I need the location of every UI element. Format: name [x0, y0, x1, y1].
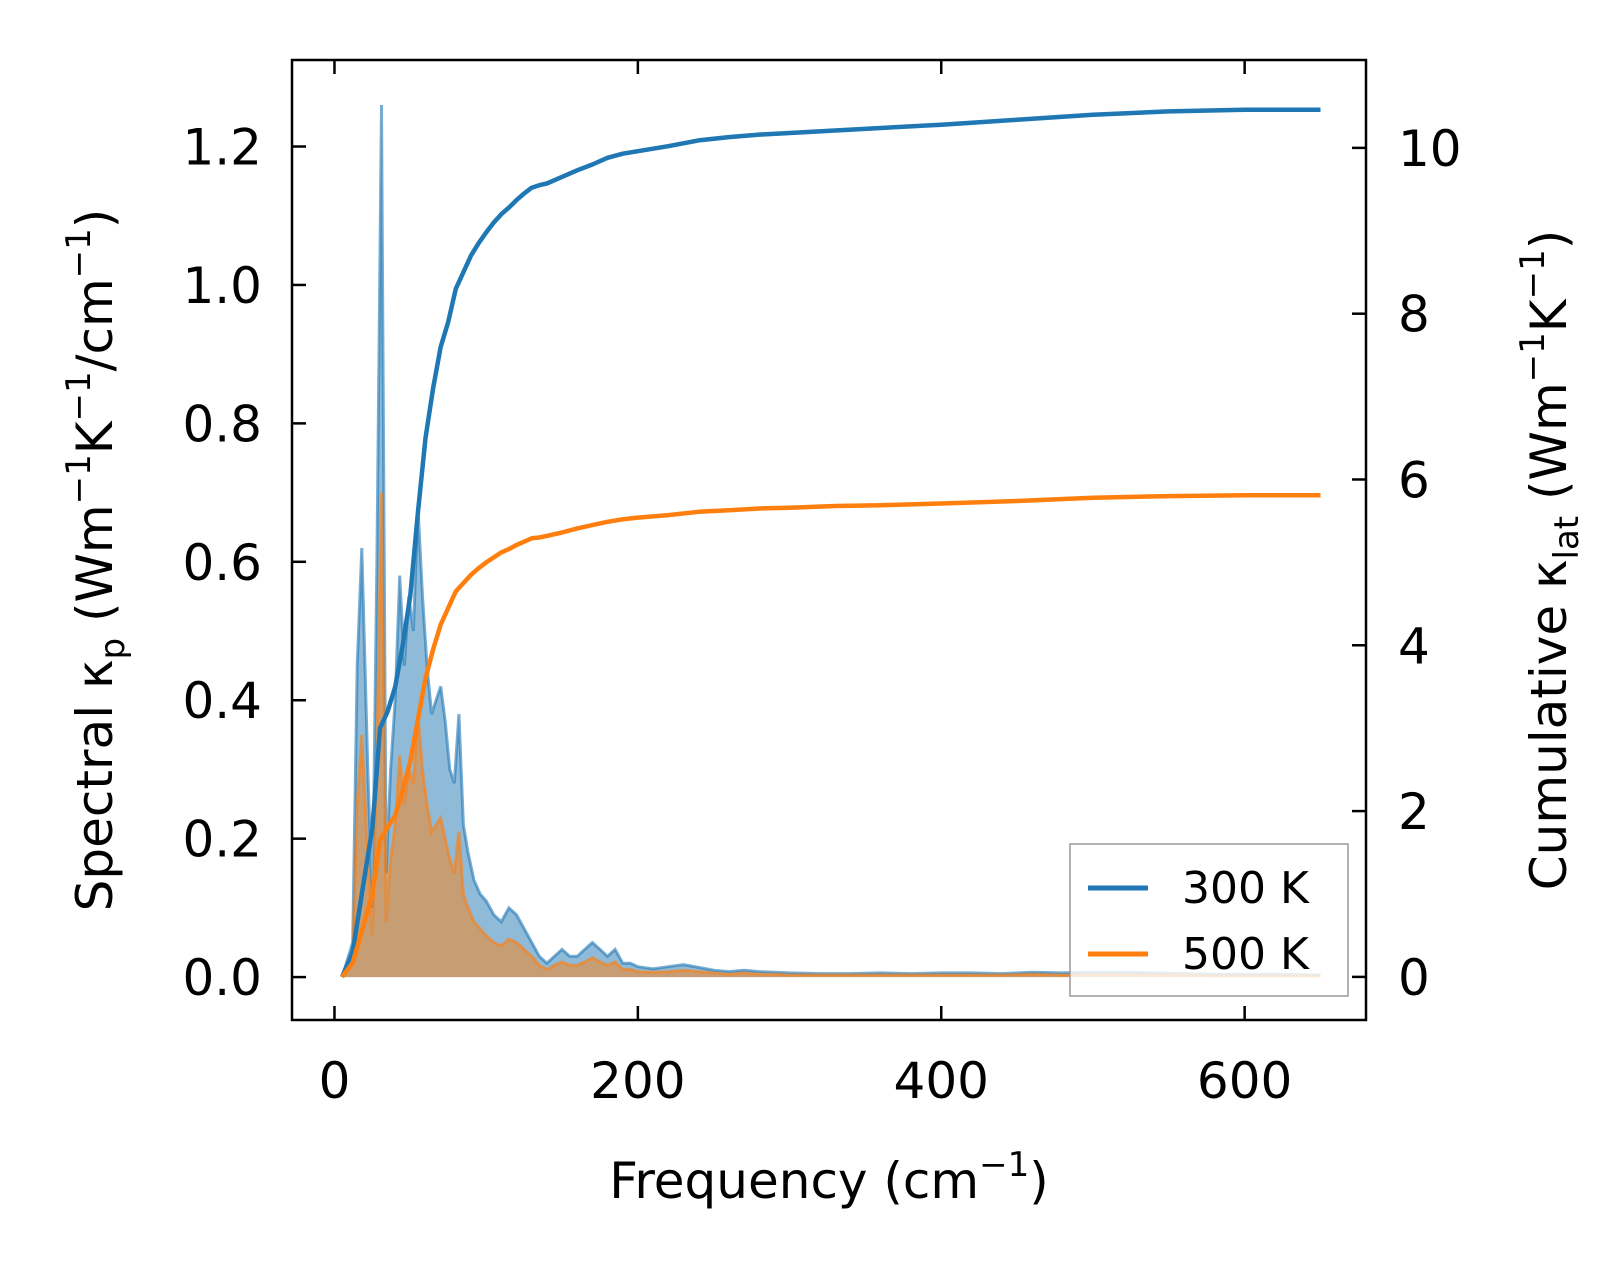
y-tick-label-left: 0.8 [182, 395, 262, 453]
y-tick-label-left: 1.2 [182, 119, 262, 177]
y-axis-label-left: Spectral κp (Wm−1K−1/cm−1) [59, 209, 133, 912]
y-tick-label-left: 0.6 [182, 534, 262, 592]
legend: 300 K 500 K [1069, 843, 1349, 997]
spectral-fill-500k [342, 492, 1321, 978]
plot-frame [290, 58, 1368, 1022]
cumulative-line-300k [340, 107, 1321, 978]
legend-label-500k: 500 K [1182, 929, 1310, 980]
axis-ticks: 0 200 400 600 0.0 0.2 0.4 0.6 0.8 1.0 1.2 0 2 4 6 8 10 [182, 60, 1462, 1110]
y-tick-label-left: 0.0 [182, 949, 262, 1007]
y-tick-label-right: 4 [1398, 617, 1430, 675]
x-tick-label: 200 [590, 1052, 685, 1110]
x-tick-label: 400 [894, 1052, 989, 1110]
cumulative-line-500k [340, 492, 1321, 979]
y-tick-label-left: 0.2 [182, 811, 262, 869]
legend-box [1069, 843, 1349, 997]
x-tick-label: 0 [319, 1052, 351, 1110]
x-tick-label: 600 [1197, 1052, 1292, 1110]
y-axis-label-right: Cumulative κlat (Wm−1K−1) [1513, 230, 1587, 890]
x-axis-label: Frequency (cm−1) [609, 1145, 1049, 1210]
y-tick-label-left: 1.0 [182, 257, 262, 315]
y-tick-label-right: 0 [1398, 949, 1430, 1007]
series-lines [340, 107, 1321, 979]
legend-label-300k: 300 K [1182, 863, 1310, 914]
y-tick-label-right: 8 [1398, 286, 1430, 344]
y-tick-label-right: 2 [1398, 783, 1430, 841]
y-tick-label-right: 10 [1398, 120, 1462, 178]
y-tick-label-left: 0.4 [182, 672, 262, 730]
y-tick-label-right: 6 [1398, 451, 1430, 509]
